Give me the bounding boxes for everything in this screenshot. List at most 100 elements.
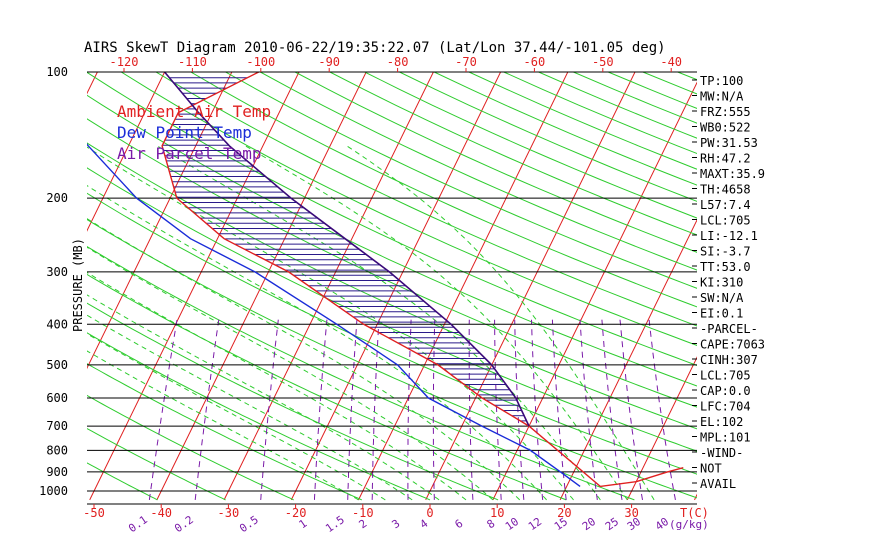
pressure-tick-label: 1000 <box>39 484 68 498</box>
stats-entry: CAP:0.0 <box>700 384 751 398</box>
isotherm <box>223 72 434 501</box>
top-tick-label: -120 <box>110 55 139 69</box>
top-tick-label: -50 <box>592 55 614 69</box>
bottom-tick-label: 10 <box>490 506 504 520</box>
stats-entry: CINH:307 <box>700 353 758 367</box>
top-tick-label: -60 <box>524 55 546 69</box>
mixing-ratio-label: 1 <box>297 517 310 531</box>
mixing-ratio-label: 3 <box>390 517 403 531</box>
bottom-tick-label: -30 <box>218 506 240 520</box>
pressure-tick-label: 800 <box>46 443 68 457</box>
dry-adiabat <box>259 72 697 271</box>
stats-entry: EI:0.1 <box>700 307 743 321</box>
legend: Ambient Air Temp Dew Point Temp Air Parcel… <box>117 102 271 163</box>
moist-adiabat <box>87 146 574 501</box>
dry-adiabat <box>87 332 431 501</box>
pressure-tick-label: 900 <box>46 465 68 479</box>
dry-adiabat <box>189 72 697 308</box>
ambient-temp-line <box>161 72 684 488</box>
top-tick-label: -80 <box>387 55 409 69</box>
parcel-line <box>163 72 530 427</box>
stats-entry: -WIND- <box>700 446 743 460</box>
isotherm <box>829 53 870 500</box>
dry-adiabat <box>363 72 697 219</box>
mixing-ratio-label: 0.2 <box>172 513 196 535</box>
isotherm <box>425 72 636 501</box>
stats-entry: MAXT:35.9 <box>700 167 765 181</box>
stats-entry: SI:-3.7 <box>700 245 751 259</box>
top-tick-label: -100 <box>246 55 275 69</box>
stats-entry: L57:7.4 <box>700 198 751 212</box>
dry-adiabat <box>87 394 294 501</box>
top-tick-label: -110 <box>178 55 207 69</box>
stats-entry: -PARCEL- <box>700 322 758 336</box>
stats-entry: AVAIL <box>700 477 736 491</box>
isotherm <box>89 72 300 501</box>
stats-entry: NOT <box>700 462 722 476</box>
bottom-tick-label: -40 <box>150 506 172 520</box>
dry-adiabat <box>665 53 870 500</box>
mixing-ratio-line <box>468 319 474 500</box>
stats-entry: TH:4658 <box>700 183 751 197</box>
dry-adiabat <box>398 72 697 202</box>
mixing-ratio-label: 25 <box>603 515 621 533</box>
mixing-ratio-label: 1.5 <box>323 513 347 535</box>
stats-entry: MPL:101 <box>700 431 751 445</box>
dry-adiabat <box>87 246 635 501</box>
dry-adiabat <box>87 428 226 501</box>
stats-entry: LI:-12.1 <box>700 229 758 243</box>
pressure-tick-label: 700 <box>46 419 68 433</box>
dry-adiabat <box>537 72 697 139</box>
moist-adiabat <box>87 185 547 501</box>
top-tick-label: -40 <box>660 55 682 69</box>
isotherm <box>156 72 367 501</box>
stats-entry: FRZ:555 <box>700 105 751 119</box>
isotherm <box>762 53 870 500</box>
stats-entry: TP:100 <box>700 74 743 88</box>
stats-entry: SW:N/A <box>700 291 744 305</box>
top-tick-label: -90 <box>318 55 340 69</box>
legend-entry: Air Parcel Temp <box>117 144 262 163</box>
mixing-ratio-line <box>619 319 643 500</box>
stats-entry: MW:N/A <box>700 90 744 104</box>
dry-adiabat <box>120 72 697 346</box>
stats-entry: LFC:704 <box>700 400 751 414</box>
mixing-ratio-label: 0.1 <box>126 513 150 535</box>
mixing-ratio-unit-label: (g/kg) <box>669 518 709 531</box>
legend-entry: Ambient Air Temp <box>117 102 271 121</box>
mixing-ratio-line <box>194 319 220 500</box>
stats-entry: EL:102 <box>700 415 743 429</box>
chart-title: AIRS SkewT Diagram 2010-06-22/19:35:22.0… <box>84 40 666 56</box>
bottom-tick-label: -20 <box>285 506 307 520</box>
dry-adiabat <box>87 462 158 501</box>
mixing-ratio-label: 10 <box>503 515 521 533</box>
isotherm <box>492 81 697 501</box>
isotherm <box>87 72 233 370</box>
isotherm <box>358 72 569 501</box>
dry-adiabat <box>87 273 567 501</box>
temp-unit-label: T(C) <box>680 506 709 520</box>
dry-adiabat <box>87 302 499 501</box>
stats-entry: LCL:705 <box>700 369 751 383</box>
pressure-tick-label: 600 <box>46 391 68 405</box>
dry-adiabat <box>294 72 697 253</box>
stats-entry: LCL:705 <box>700 214 751 228</box>
mixing-ratio-line <box>260 319 279 500</box>
dry-adiabat <box>676 72 697 81</box>
pressure-tick-label: 100 <box>46 65 68 79</box>
dry-adiabat <box>87 167 697 452</box>
mixing-ratio-line <box>601 319 623 500</box>
bottom-tick-label: -50 <box>83 506 105 520</box>
stats-entry: PW:31.53 <box>700 136 758 150</box>
bottom-tick-label: 20 <box>557 506 571 520</box>
isotherm <box>0 53 40 500</box>
mixing-ratio-label: 30 <box>625 515 643 533</box>
profile-lines <box>87 72 684 488</box>
mixing-ratio-label: 15 <box>552 515 570 533</box>
bottom-tick-label: 0 <box>426 506 433 520</box>
dewpoint-line <box>87 143 581 487</box>
stats-entry: TT:53.0 <box>700 260 751 274</box>
stats-entry: RH:47.2 <box>700 152 751 166</box>
